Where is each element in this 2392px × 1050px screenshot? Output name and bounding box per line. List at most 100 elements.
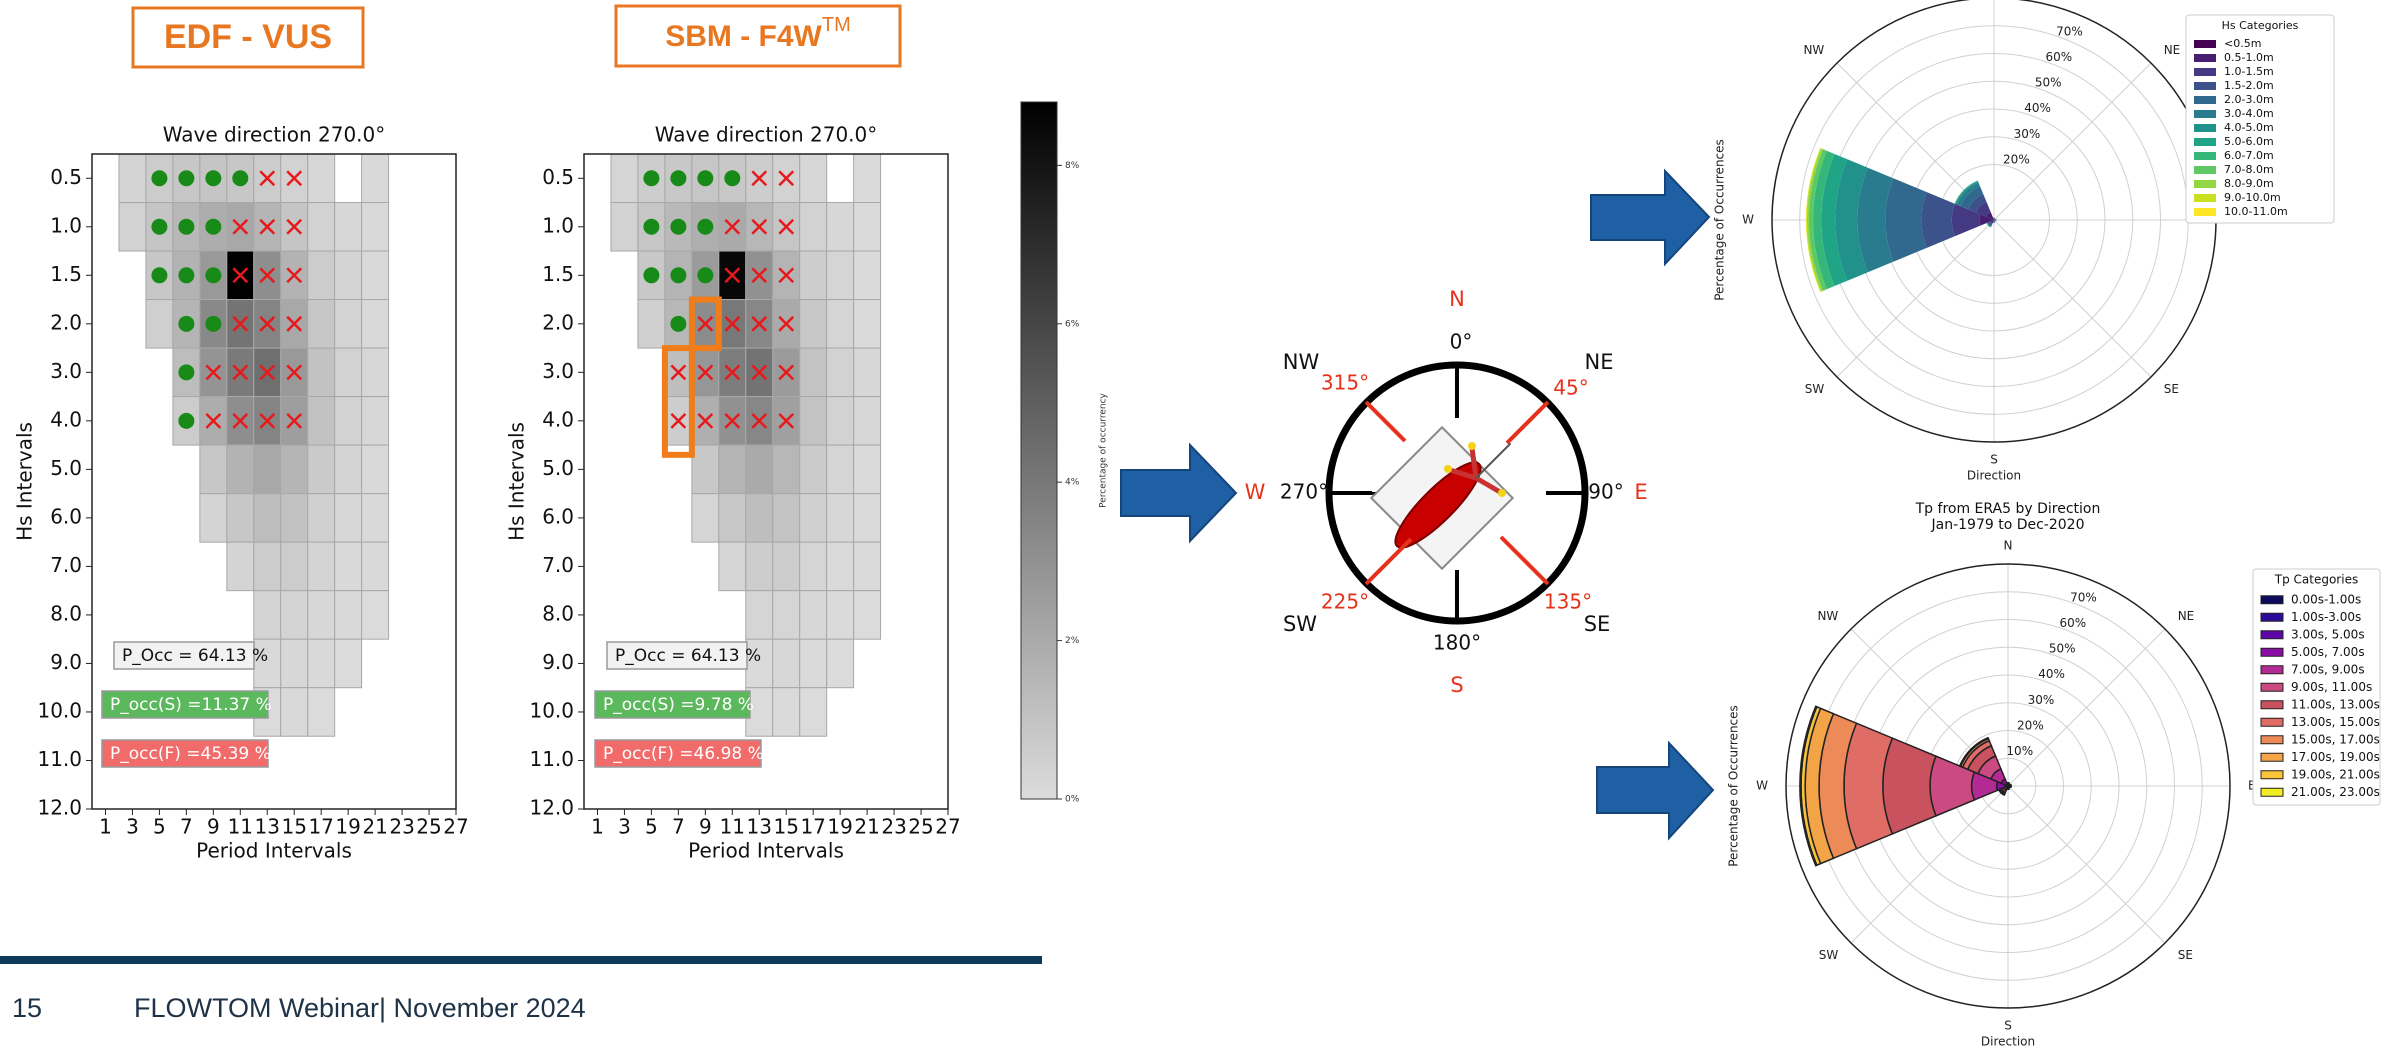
legend-label: 3.0-4.0m: [2224, 107, 2274, 120]
heat-cell: [307, 347, 336, 398]
fail-marker: [778, 267, 795, 284]
fail-marker: [697, 315, 714, 332]
fail-marker: [670, 364, 687, 381]
heat-cell: [280, 444, 309, 495]
heat-cell: [826, 396, 855, 446]
heat-cell: [826, 250, 855, 301]
x-axis-label: Direction: [1967, 469, 2021, 483]
fail-marker: [259, 315, 276, 332]
arrow: [1590, 168, 1711, 267]
heat-cell: [826, 493, 855, 543]
y-tick-label: 7.0: [542, 553, 574, 577]
heat-cell: [361, 202, 390, 252]
fail-marker: [259, 364, 276, 381]
header-right-mark: TM: [822, 14, 851, 36]
fail-marker: [232, 412, 249, 429]
safe-marker: [205, 170, 222, 187]
safe-marker: [151, 267, 168, 284]
fail-marker: [205, 412, 222, 429]
legend-label: 1.5-2.0m: [2224, 79, 2274, 92]
legend-label: 3.00s, 5.00s: [2291, 627, 2365, 641]
y-axis-label: Hs Intervals: [13, 422, 37, 541]
heat-cell: [307, 250, 336, 301]
r-tick-label: 20%: [2017, 718, 2044, 732]
rose-segment: [1968, 194, 1987, 213]
fail-marker: [286, 412, 303, 429]
safe-marker: [178, 218, 195, 235]
heat-cell: [799, 250, 828, 301]
direction-label: SW: [1805, 382, 1825, 396]
heat-cell: [334, 590, 363, 640]
legend-label: 6.0-7.0m: [2224, 149, 2274, 162]
legend-box: [2252, 568, 2381, 806]
safe-marker: [151, 218, 168, 235]
r-tick-label: 40%: [2038, 667, 2065, 681]
rose-segment: [1885, 178, 1927, 262]
heat-cell: [610, 153, 639, 204]
legend-swatch: [2260, 630, 2284, 640]
heat-cell: [307, 202, 336, 252]
rose-segment: [1806, 148, 1823, 292]
heat-cell: [826, 541, 855, 592]
heat-cell: [334, 250, 363, 301]
heat-cell: [799, 541, 828, 592]
rose-segment: [1990, 220, 1994, 224]
arrow: [1120, 442, 1238, 544]
heat-cell: [718, 444, 747, 495]
x-tick-label: 27: [935, 815, 960, 839]
legend-label: 2.0-3.0m: [2224, 93, 2274, 106]
direction-label: S: [1990, 453, 1998, 467]
heat-cell: [361, 444, 390, 495]
highlight-box: [661, 345, 695, 458]
r-tick-label: 30%: [2014, 127, 2041, 141]
heat-cell: [853, 299, 882, 349]
legend-swatch: [2194, 208, 2216, 216]
x-tick-label: 13: [255, 815, 280, 839]
direction-label: E: [2248, 779, 2256, 793]
legend-label: 21.00s, 23.00s: [2291, 785, 2380, 799]
y-tick-label: 9.0: [50, 650, 82, 674]
fail-marker: [778, 364, 795, 381]
heat-cell: [280, 638, 309, 689]
hull: [1394, 461, 1482, 549]
legend-swatch: [2194, 152, 2216, 160]
diagonal-ticks: [1364, 400, 1550, 586]
chart-subtitle: Jan-1979 to Dec-2020: [1931, 517, 2085, 533]
fail-marker: [286, 315, 303, 332]
safe-marker: [670, 267, 687, 284]
y-tick-label: 12.0: [529, 796, 574, 820]
heat-cell: [826, 590, 855, 640]
y-tick-label: 12.0: [37, 796, 82, 820]
heat-cell: [718, 347, 747, 398]
safe-marker: [697, 267, 714, 284]
turbine: [1444, 442, 1511, 497]
heat-cell: [718, 493, 747, 543]
heat-cell: [334, 541, 363, 592]
direction-label: N: [2004, 539, 2013, 553]
y-tick-label: 8.0: [50, 601, 82, 625]
heat-cell: [799, 638, 828, 689]
x-tick-label: 5: [645, 815, 658, 839]
heat-cell: [226, 444, 255, 495]
safe-marker: [643, 218, 660, 235]
x-tick-label: 11: [228, 815, 253, 839]
annotation: P_occ(S) =9.78 %: [603, 695, 754, 715]
chart-title: Wave direction 270.0°: [163, 123, 386, 147]
x-tick-label: 1: [99, 815, 112, 839]
legend-label: 13.00s, 15.00s: [2291, 715, 2380, 729]
legend-swatch: [2194, 110, 2216, 118]
arrow: [1596, 740, 1715, 841]
y-tick-label: 11.0: [529, 747, 574, 771]
legend-swatch: [2260, 700, 2284, 710]
header-right-text: SBM - F4W: [665, 20, 822, 53]
heat-cell: [334, 396, 363, 446]
x-tick-label: 19: [827, 815, 852, 839]
y-axis-label: Hs Intervals: [505, 422, 529, 541]
legend-label: 11.00s, 13.00s: [2291, 697, 2380, 711]
y-tick-label: 8.0: [542, 601, 574, 625]
rose-segment: [1986, 222, 1992, 228]
y-axis-label: Percentage of Occurrences: [1713, 139, 1727, 301]
safe-marker: [670, 315, 687, 332]
chart-title: Tp from ERA5 by Direction: [1915, 501, 2101, 517]
